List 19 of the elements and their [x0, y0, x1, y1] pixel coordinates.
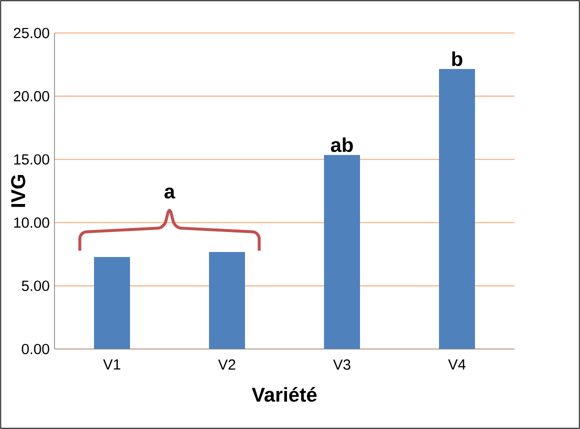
- x-axis-title: Variété: [252, 386, 317, 402]
- bar: [94, 256, 130, 349]
- annotation: b: [452, 51, 462, 66]
- x-tick-label: V3: [333, 359, 350, 370]
- bar: [324, 154, 360, 349]
- y-tick-label: 20.00: [14, 91, 50, 102]
- y-tick-label: 10.00: [14, 217, 50, 228]
- x-tick-label: V4: [448, 359, 466, 370]
- annotation: ab: [330, 137, 353, 152]
- x-tick-label: V1: [103, 359, 120, 370]
- x-tick-label: V2: [218, 359, 236, 370]
- y-axis-title: IVG: [11, 175, 26, 207]
- y-tick-label: 0.00: [22, 344, 50, 354]
- y-tick-label: 15.00: [14, 154, 50, 165]
- y-tick-label: 25.00: [14, 28, 50, 38]
- bar: [209, 252, 245, 349]
- annotation: a: [164, 188, 176, 199]
- bar: [439, 69, 475, 349]
- y-tick-label: 5.00: [22, 280, 50, 291]
